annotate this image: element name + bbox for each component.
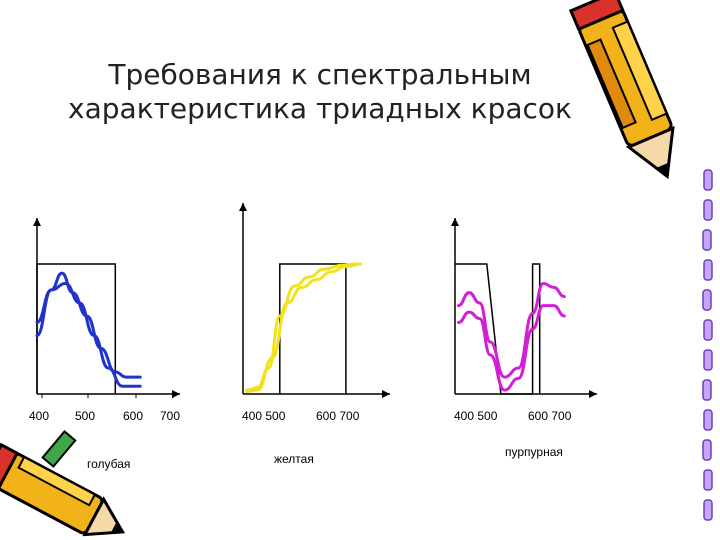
chart-2-x-ticks-right: 600 700 (316, 409, 360, 423)
chart-2-series-2 (245, 262, 363, 393)
chart-3-y-arrow (451, 218, 459, 226)
chart-1-x-tick-700: 700 (160, 409, 180, 423)
chart-1-x-tick-600: 600 (123, 409, 143, 423)
chart-1-x-arrow (172, 390, 180, 398)
chart-1-x-tick-400: 400 (29, 409, 49, 423)
chart-3-x-ticks-right: 600 700 (528, 409, 572, 423)
chart-3-x-ticks-left: 400 500 (454, 409, 498, 423)
chart-2-caption: желтая (274, 452, 314, 466)
chart-1-y-arrow (33, 218, 41, 226)
chart-2-x-arrow (382, 390, 390, 398)
chart-3-x-arrow (589, 390, 597, 398)
chart-3-series-2 (457, 304, 566, 392)
title-line-2: характеристика триадных красок (68, 92, 572, 125)
chart-3-ideal-step (455, 263, 541, 395)
title-line-1: Требования к спектральным (108, 58, 532, 91)
chart-1-x-tick-500: 500 (75, 409, 95, 423)
chart-3-caption: пурпурная (505, 445, 563, 459)
slide-title: Требования к спектральным характеристика… (40, 58, 600, 126)
chart-2-x-ticks-left: 400 500 (242, 409, 286, 423)
chart-1-series-2 (35, 281, 142, 388)
chart-1-ideal-step (36, 263, 117, 394)
chart-3-series-1 (457, 281, 566, 379)
chart-1-caption: голубая (87, 457, 130, 471)
chart-2-series-1 (245, 262, 359, 392)
chart-2-ideal-step (279, 263, 347, 394)
chart-2-y-arrow (239, 203, 247, 211)
